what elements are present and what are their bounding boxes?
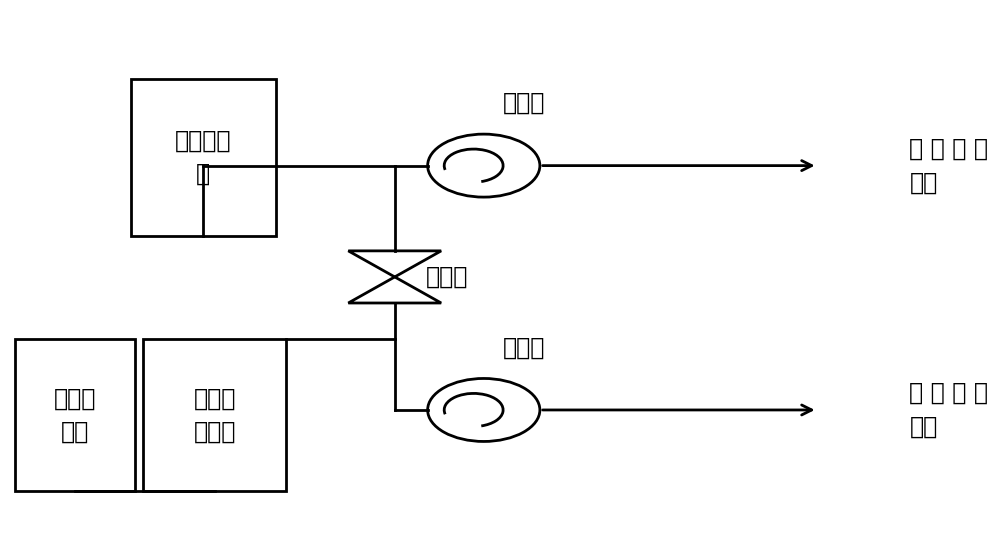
Text: 连通阀: 连通阀 (426, 265, 468, 289)
Text: 核 电 站 二
回路: 核 电 站 二 回路 (909, 381, 988, 439)
Bar (143, 339, 286, 491)
Text: 乙醇胺
配制罐: 乙醇胺 配制罐 (194, 387, 236, 444)
Bar (131, 79, 276, 236)
Text: 联氨配
制罐: 联氨配 制罐 (54, 387, 96, 444)
Text: 核 电 站 二
回路: 核 电 站 二 回路 (909, 137, 988, 194)
Bar (15, 339, 135, 491)
Text: 加药泵: 加药泵 (503, 91, 545, 115)
Text: 氨水配制
罐: 氨水配制 罐 (175, 129, 231, 186)
Text: 加药泵: 加药泵 (503, 336, 545, 359)
